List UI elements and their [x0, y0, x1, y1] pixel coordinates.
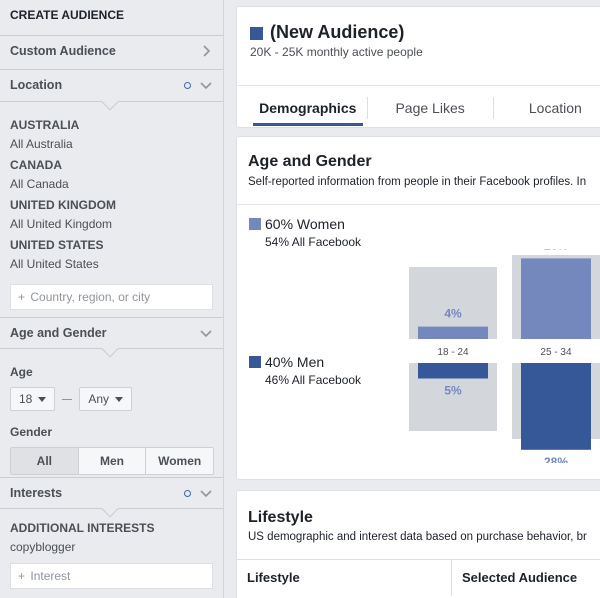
women-percent: 60% Women [265, 216, 345, 232]
selected-audience-column-header[interactable]: Selected Audience [451, 560, 600, 596]
audience-color-square [250, 27, 263, 40]
women-bar [418, 326, 488, 339]
age-gender-title: Age and Gender [248, 153, 372, 170]
gender-all-button[interactable]: All [11, 448, 78, 474]
age-min-select[interactable]: 18 [10, 387, 56, 411]
location-country: CANADA [10, 158, 62, 172]
age-gender-label: Age and Gender [10, 326, 107, 340]
men-data-label: 5% [444, 384, 462, 398]
location-section-header[interactable]: Location [0, 70, 223, 111]
interests-section-header[interactable]: Interests [0, 477, 223, 518]
chevron-right-icon [203, 45, 211, 57]
location-country: AUSTRALIA [10, 118, 80, 132]
caret-down-icon [38, 396, 47, 402]
location-sub: All United Kingdom [10, 217, 113, 231]
interest-placeholder: Interest [30, 569, 71, 583]
category-label-band [409, 339, 600, 363]
tab-demographics[interactable]: Demographics [249, 86, 367, 130]
location-body: AUSTRALIA All Australia CANADA All Canad… [0, 102, 223, 317]
women-bar [521, 258, 591, 339]
info-dot-icon [184, 490, 191, 497]
tab-bar: Demographics Page Likes Location [237, 85, 600, 129]
age-category-label: 25 - 34 [540, 347, 572, 358]
location-search-input[interactable]: + Country, region, or city [10, 284, 213, 310]
age-gender-subtitle: Self-reported information from people in… [248, 176, 587, 188]
women-legend-swatch [249, 218, 261, 230]
interest-value: copyblogger [10, 540, 76, 554]
age-gender-bar-chart: 4% 5% 26% 28% 18 - 24 25 - 34 [409, 249, 600, 463]
tab-page-likes[interactable]: Page Likes [395, 100, 465, 116]
interests-label: Interests [10, 486, 63, 500]
gender-women-button[interactable]: Women [145, 448, 213, 474]
location-sub: All Canada [10, 177, 69, 191]
additional-interests-label: ADDITIONAL INTERESTS [10, 521, 155, 535]
gender-label: Gender [10, 425, 53, 439]
lifestyle-title: Lifestyle [248, 509, 313, 526]
tab-separator [366, 97, 368, 119]
men-percent: 40% Men [265, 354, 325, 370]
tab-location[interactable]: Location [528, 100, 582, 116]
chevron-down-icon [200, 490, 212, 498]
women-data-label: 26% [544, 249, 568, 252]
women-data-label: 4% [444, 307, 462, 321]
age-gender-card: Age and Gender Self-reported information… [236, 136, 600, 480]
location-placeholder: Country, region, or city [30, 290, 151, 304]
interest-search-input[interactable]: + Interest [10, 563, 213, 589]
age-min-value: 18 [19, 392, 33, 406]
gender-toggle-group: All Men Women [10, 447, 214, 475]
location-label: Location [10, 78, 63, 92]
tab-separator [492, 97, 494, 119]
men-legend-swatch [249, 356, 261, 368]
men-bar [418, 363, 488, 379]
age-gender-section-header[interactable]: Age and Gender [0, 317, 223, 358]
chevron-down-icon [200, 330, 212, 338]
location-sub: All United States [10, 257, 99, 271]
sidebar: CREATE AUDIENCE Custom Audience Location… [0, 0, 224, 598]
chevron-down-icon [200, 82, 212, 90]
info-dot-icon [184, 82, 191, 89]
sidebar-title: CREATE AUDIENCE [0, 0, 223, 36]
men-data-label: 28% [544, 455, 568, 463]
age-label: Age [10, 365, 33, 379]
interests-body: ADDITIONAL INTERESTS copyblogger + Inter… [0, 509, 223, 597]
audience-title: (New Audience) [270, 22, 405, 42]
range-dash [62, 398, 73, 400]
lifestyle-table-header: Lifestyle Selected Audience [237, 559, 600, 596]
card-divider [237, 204, 600, 205]
custom-audience-label: Custom Audience [10, 44, 116, 58]
location-sub: All Australia [10, 137, 73, 151]
lifestyle-column-header[interactable]: Lifestyle [247, 570, 300, 585]
men-bar [521, 363, 591, 450]
men-all-facebook: 46% All Facebook [265, 373, 362, 387]
audience-header-card: (New Audience) 20K - 25K monthly active … [236, 6, 600, 128]
lifestyle-subtitle: US demographic and interest data based o… [248, 531, 587, 543]
location-country: UNITED KINGDOM [10, 198, 116, 212]
plus-icon: + [18, 290, 26, 304]
age-max-value: Any [88, 392, 110, 406]
audience-size: 20K - 25K monthly active people [250, 45, 423, 59]
lifestyle-card: Lifestyle US demographic and interest da… [236, 490, 600, 598]
women-all-facebook: 54% All Facebook [265, 235, 362, 249]
age-category-label: 18 - 24 [437, 347, 469, 358]
location-country: UNITED STATES [10, 238, 104, 252]
age-gender-body: Age 18 Any Gender All Men Women [0, 349, 223, 477]
age-max-select[interactable]: Any [79, 387, 133, 411]
custom-audience-section[interactable]: Custom Audience [0, 36, 223, 70]
plus-icon: + [18, 569, 26, 583]
gender-men-button[interactable]: Men [77, 448, 146, 474]
caret-down-icon [115, 396, 124, 402]
